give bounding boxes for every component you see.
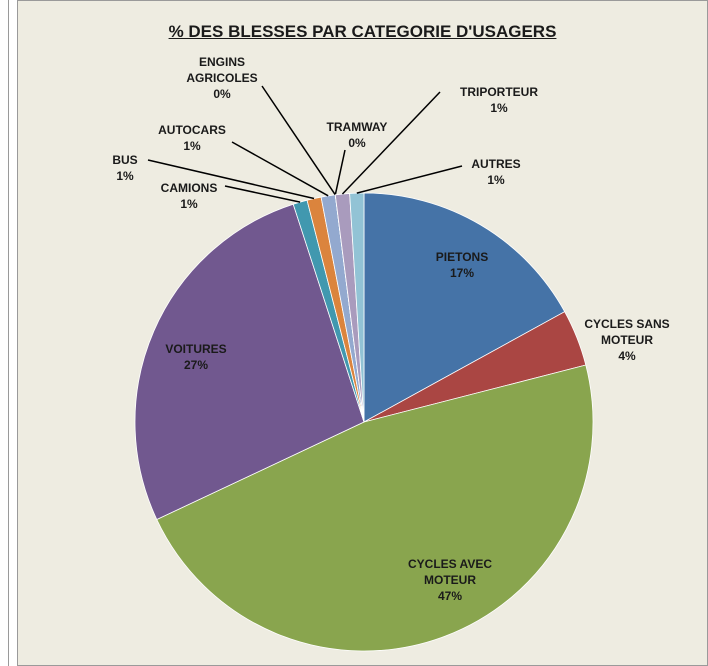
pie-slice xyxy=(349,192,365,423)
data-label: VOITURES 27% xyxy=(141,341,251,373)
data-label: TRAMWAY 0% xyxy=(312,119,402,151)
pie-slice xyxy=(134,203,365,521)
data-label: CAMIONS 1% xyxy=(144,180,234,212)
label-category: VOITURES xyxy=(165,342,227,356)
leader-line xyxy=(334,149,346,195)
label-category: PIETONS xyxy=(435,250,489,264)
edge-line xyxy=(8,0,9,666)
data-label: PIETONS 17% xyxy=(407,249,517,281)
leader-line xyxy=(341,91,441,195)
label-category: AUTOCARS xyxy=(158,123,226,137)
label-value: 1% xyxy=(490,101,508,115)
leader-line xyxy=(231,141,329,197)
data-label: BUS 1% xyxy=(95,152,155,184)
label-value: 0% xyxy=(348,136,366,150)
label-value: 47% xyxy=(437,589,463,603)
label-value: 4% xyxy=(618,349,636,363)
label-category: CAMIONS xyxy=(160,181,218,195)
label-category: AUTRES xyxy=(471,157,521,171)
chart-title: % DES BLESSES PAR CATEGORIE D'USAGERS xyxy=(168,22,557,41)
leader-line xyxy=(147,159,315,200)
leader-line xyxy=(356,165,463,194)
label-value: 17% xyxy=(449,266,475,280)
data-label: CYCLES SANS MOTEUR 4% xyxy=(572,316,682,364)
label-category: ENGINS AGRICOLES xyxy=(186,55,258,85)
label-value: 0% xyxy=(213,87,231,101)
data-label: TRIPORTEUR 1% xyxy=(444,84,554,116)
label-category: BUS xyxy=(112,153,138,167)
label-value: 1% xyxy=(183,139,201,153)
label-category: CYCLES SANS MOTEUR xyxy=(584,317,670,347)
data-label: ENGINS AGRICOLES 0% xyxy=(177,54,267,102)
pie-slice xyxy=(156,364,594,652)
label-category: TRAMWAY xyxy=(326,120,388,134)
label-category: TRIPORTEUR xyxy=(460,85,538,99)
label-value: 27% xyxy=(183,358,209,372)
pie-slice xyxy=(363,192,566,423)
label-value: 1% xyxy=(116,169,134,183)
label-category: CYCLES AVEC MOTEUR xyxy=(407,557,492,587)
label-value: 1% xyxy=(180,197,198,211)
leader-line xyxy=(261,85,336,196)
data-label: AUTRES 1% xyxy=(451,156,541,188)
leader-line xyxy=(224,185,301,203)
label-value: 1% xyxy=(487,173,505,187)
data-label: AUTOCARS 1% xyxy=(147,122,237,154)
data-label: CYCLES AVEC MOTEUR 47% xyxy=(395,556,505,604)
